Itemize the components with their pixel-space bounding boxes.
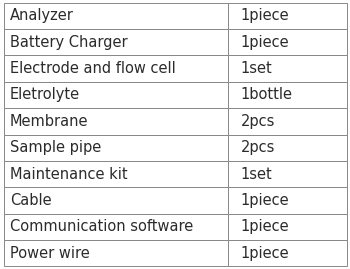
Text: 1bottle: 1bottle: [240, 87, 292, 102]
Text: Sample pipe: Sample pipe: [10, 140, 101, 155]
Text: Battery Charger: Battery Charger: [10, 35, 127, 50]
Text: Maintenance kit: Maintenance kit: [10, 167, 127, 182]
FancyBboxPatch shape: [4, 214, 228, 240]
Text: 1set: 1set: [240, 61, 272, 76]
Text: Electrode and flow cell: Electrode and flow cell: [10, 61, 176, 76]
FancyBboxPatch shape: [228, 161, 346, 187]
FancyBboxPatch shape: [228, 187, 346, 214]
FancyBboxPatch shape: [4, 55, 228, 82]
Text: Power wire: Power wire: [10, 246, 90, 261]
FancyBboxPatch shape: [228, 82, 346, 108]
FancyBboxPatch shape: [228, 134, 346, 161]
Text: 1piece: 1piece: [240, 35, 289, 50]
Text: 1piece: 1piece: [240, 219, 289, 234]
Text: 2pcs: 2pcs: [240, 114, 275, 129]
Text: 1piece: 1piece: [240, 246, 289, 261]
FancyBboxPatch shape: [228, 214, 346, 240]
Text: Eletrolyte: Eletrolyte: [10, 87, 80, 102]
FancyBboxPatch shape: [4, 29, 228, 55]
Text: Cable: Cable: [10, 193, 51, 208]
FancyBboxPatch shape: [228, 3, 346, 29]
FancyBboxPatch shape: [4, 108, 228, 134]
FancyBboxPatch shape: [4, 82, 228, 108]
Text: 1piece: 1piece: [240, 193, 289, 208]
FancyBboxPatch shape: [4, 187, 228, 214]
Text: Communication software: Communication software: [10, 219, 193, 234]
Text: 1set: 1set: [240, 167, 272, 182]
FancyBboxPatch shape: [4, 161, 228, 187]
FancyBboxPatch shape: [228, 240, 346, 266]
Text: 1piece: 1piece: [240, 8, 289, 23]
FancyBboxPatch shape: [228, 108, 346, 134]
FancyBboxPatch shape: [4, 3, 228, 29]
FancyBboxPatch shape: [4, 240, 228, 266]
FancyBboxPatch shape: [228, 29, 346, 55]
Text: Analyzer: Analyzer: [10, 8, 74, 23]
FancyBboxPatch shape: [4, 134, 228, 161]
Text: 2pcs: 2pcs: [240, 140, 275, 155]
Text: Membrane: Membrane: [10, 114, 88, 129]
FancyBboxPatch shape: [228, 55, 346, 82]
